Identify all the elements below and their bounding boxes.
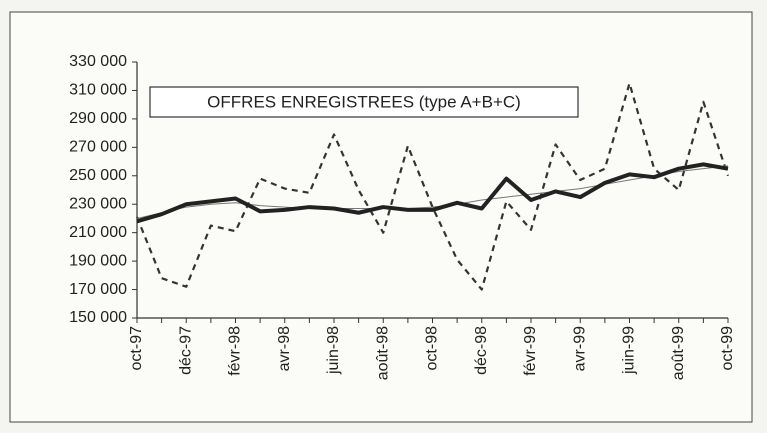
- x-tick-label: févr-98: [227, 326, 244, 376]
- chart-title: OFFRES ENREGISTREES (type A+B+C): [207, 92, 521, 111]
- y-tick-label: 190 000: [69, 252, 127, 269]
- series-line: [136, 165, 729, 219]
- y-tick-label: 210 000: [69, 224, 127, 241]
- y-tick-label: 170 000: [69, 281, 127, 298]
- y-tick-label: 310 000: [69, 82, 127, 99]
- x-tick-label: déc-98: [473, 326, 490, 375]
- x-tick-label: déc-97: [177, 326, 194, 375]
- x-tick-label: févr-99: [522, 326, 539, 376]
- x-tick-label: avr-99: [571, 326, 588, 371]
- x-tick-label: oct-99: [719, 326, 736, 371]
- y-tick-label: 270 000: [69, 139, 127, 156]
- title-box: [149, 86, 579, 118]
- x-tick-label: oct-98: [424, 326, 441, 371]
- x-tick-label: avr-98: [276, 326, 293, 371]
- x-tick-label: juin-99: [621, 326, 638, 375]
- x-tick-label: août-99: [670, 326, 687, 380]
- series-line: [136, 162, 729, 224]
- x-tick-label: juin-98: [325, 326, 342, 375]
- y-tick-label: 230 000: [69, 195, 127, 212]
- chart-frame: [9, 11, 753, 423]
- y-tick-label: 150 000: [69, 309, 127, 326]
- x-tick-label: oct-97: [128, 326, 145, 371]
- x-tick-label: août-98: [374, 326, 391, 380]
- y-tick-label: 250 000: [69, 167, 127, 184]
- y-tick-label: 290 000: [69, 110, 127, 127]
- y-tick-label: 330 000: [69, 53, 127, 70]
